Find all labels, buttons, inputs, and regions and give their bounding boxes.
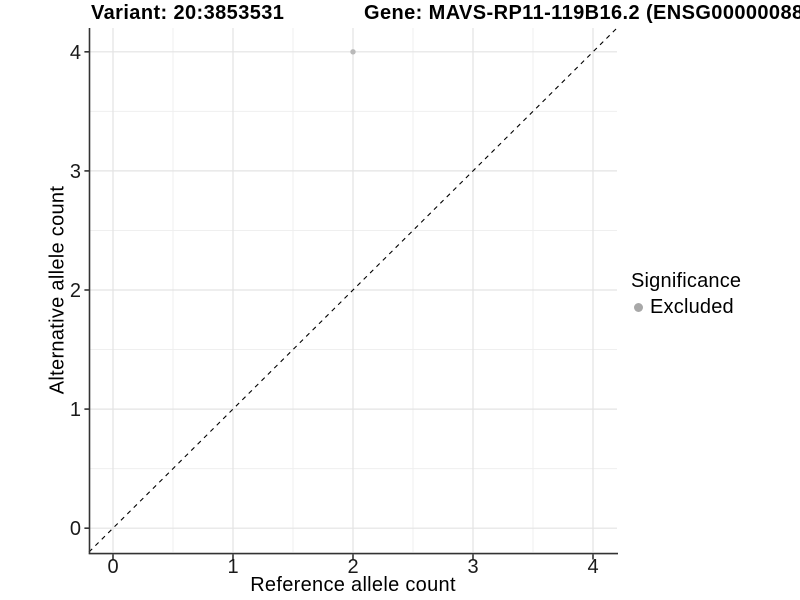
x-tick-label: 0 (107, 556, 118, 578)
x-tick-label: 4 (587, 556, 598, 578)
legend-title: Significance (631, 270, 742, 292)
legend-item-label: Excluded (650, 296, 734, 318)
identity-line (88, 27, 618, 553)
y-tick-label: 2 (70, 280, 81, 302)
data-point (350, 49, 356, 55)
x-axis-title: Reference allele count (250, 574, 456, 596)
legend: Significance Excluded (631, 270, 741, 319)
x-tick-label: 1 (227, 556, 238, 578)
x-tick-label: 2 (347, 556, 358, 578)
y-tick-label: 0 (70, 518, 81, 540)
y-axis-title: Alternative allele count (46, 185, 69, 395)
legend-point-icon (634, 303, 643, 312)
y-tick-label: 3 (70, 161, 81, 183)
legend-item-excluded: Excluded (631, 296, 741, 319)
y-tick-label: 4 (70, 42, 81, 64)
gene-title: Gene: MAVS-RP11-119B16.2 (ENSG000000888 (364, 2, 800, 24)
y-tick-label: 1 (70, 399, 81, 421)
x-tick-label: 3 (467, 556, 478, 578)
variant-title: Variant: 20:3853531 (91, 2, 285, 24)
